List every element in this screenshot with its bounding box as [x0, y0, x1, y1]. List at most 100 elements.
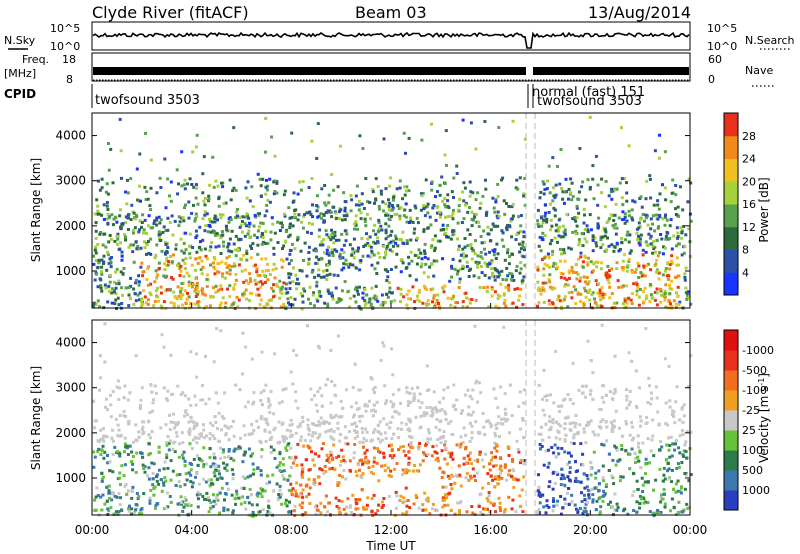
heatmap-cell	[670, 279, 674, 283]
heatmap-cell	[207, 194, 211, 198]
heatmap-cell	[632, 436, 635, 440]
heatmap-cell	[92, 304, 96, 308]
heatmap-cell	[136, 293, 140, 297]
heatmap-cell	[471, 511, 475, 515]
heatmap-cell	[641, 213, 645, 216]
heatmap-cell	[320, 468, 324, 472]
heatmap-cell	[214, 290, 218, 294]
heatmap-cell	[360, 427, 364, 430]
heatmap-cell	[457, 244, 461, 248]
heatmap-cell	[340, 448, 344, 452]
heatmap-cell	[596, 291, 600, 295]
power-colorbar-swatch	[724, 113, 738, 137]
heatmap-cell	[290, 216, 294, 219]
nsearch-top-tick: 10^5	[707, 22, 737, 35]
heatmap-cell	[565, 416, 569, 420]
heatmap-cell	[284, 498, 288, 502]
heatmap-cell	[431, 445, 435, 449]
heatmap-cell	[194, 268, 197, 272]
heatmap-cell	[642, 501, 646, 505]
heatmap-cell	[548, 202, 552, 206]
heatmap-cell	[404, 486, 408, 490]
heatmap-cell	[428, 215, 432, 219]
power-colorbar-swatch	[724, 272, 738, 296]
heatmap-cell	[598, 294, 602, 298]
heatmap-cell	[131, 485, 135, 489]
heatmap-cell	[646, 437, 650, 441]
heatmap-cell	[104, 245, 108, 249]
heatmap-cell	[605, 248, 608, 252]
heatmap-cell	[208, 456, 212, 460]
heatmap-cell	[170, 214, 174, 218]
heatmap-cell	[267, 504, 270, 508]
heatmap-cell	[630, 271, 634, 274]
heatmap-cell	[582, 275, 586, 279]
heatmap-cell	[317, 268, 321, 272]
heatmap-cell	[471, 388, 475, 392]
heatmap-cell	[211, 261, 215, 265]
heatmap-cell	[499, 456, 502, 460]
heatmap-cell	[539, 249, 543, 253]
heatmap-cell	[267, 405, 271, 409]
heatmap-cell	[434, 195, 437, 199]
heatmap-cell	[574, 421, 578, 425]
heatmap-cell	[312, 478, 316, 482]
heatmap-cell	[301, 488, 305, 492]
heatmap-cell	[356, 249, 360, 253]
heatmap-cell	[206, 230, 210, 234]
heatmap-cell	[243, 268, 247, 272]
heatmap-cell	[539, 494, 542, 498]
heatmap-cell	[111, 223, 115, 227]
heatmap-cell	[684, 291, 688, 295]
heatmap-cell	[108, 234, 112, 237]
power-ytick-label: 1000	[55, 264, 86, 278]
heatmap-cell	[342, 266, 346, 270]
heatmap-cell	[425, 406, 429, 410]
heatmap-cell	[545, 217, 549, 221]
heatmap-cell	[678, 300, 682, 304]
heatmap-cell	[642, 497, 646, 501]
heatmap-cell	[218, 288, 222, 291]
heatmap-cell	[215, 495, 219, 499]
heatmap-cell	[391, 393, 395, 397]
heatmap-cell	[635, 289, 639, 293]
heatmap-cell	[511, 252, 514, 256]
heatmap-cell	[277, 401, 281, 405]
heatmap-cell	[269, 230, 273, 234]
heatmap-cell	[322, 275, 326, 279]
heatmap-cell	[213, 464, 217, 468]
power-colorbar-tick: 16	[742, 198, 756, 211]
heatmap-cell	[354, 500, 358, 504]
heatmap-cell	[232, 242, 236, 246]
heatmap-cell	[589, 389, 593, 393]
heatmap-cell	[311, 203, 314, 207]
heatmap-cell	[495, 476, 499, 480]
heatmap-cell	[148, 498, 152, 502]
heatmap-cell	[588, 185, 592, 189]
heatmap-cell	[459, 411, 463, 415]
heatmap-cell	[490, 286, 494, 290]
heatmap-cell	[357, 208, 361, 212]
heatmap-cell	[178, 473, 182, 476]
heatmap-cell	[195, 186, 198, 190]
heatmap-cell	[440, 175, 444, 179]
heatmap-cell	[493, 485, 497, 489]
heatmap-cell	[537, 508, 541, 512]
heatmap-cell	[662, 466, 666, 470]
heatmap-cell	[579, 255, 583, 259]
heatmap-cell	[401, 197, 404, 201]
heatmap-cell	[593, 297, 596, 301]
heatmap-cell	[182, 183, 186, 187]
heatmap-cell	[111, 470, 115, 474]
heatmap-cell	[443, 503, 447, 507]
heatmap-cell	[301, 294, 305, 298]
heatmap-cell	[325, 233, 329, 237]
heatmap-cell	[291, 242, 294, 246]
heatmap-cell	[137, 435, 141, 439]
heatmap-cell	[106, 192, 110, 196]
heatmap-cell	[538, 501, 542, 505]
heatmap-cell	[495, 242, 499, 246]
heatmap-cell	[462, 426, 466, 430]
heatmap-cell	[220, 486, 224, 490]
